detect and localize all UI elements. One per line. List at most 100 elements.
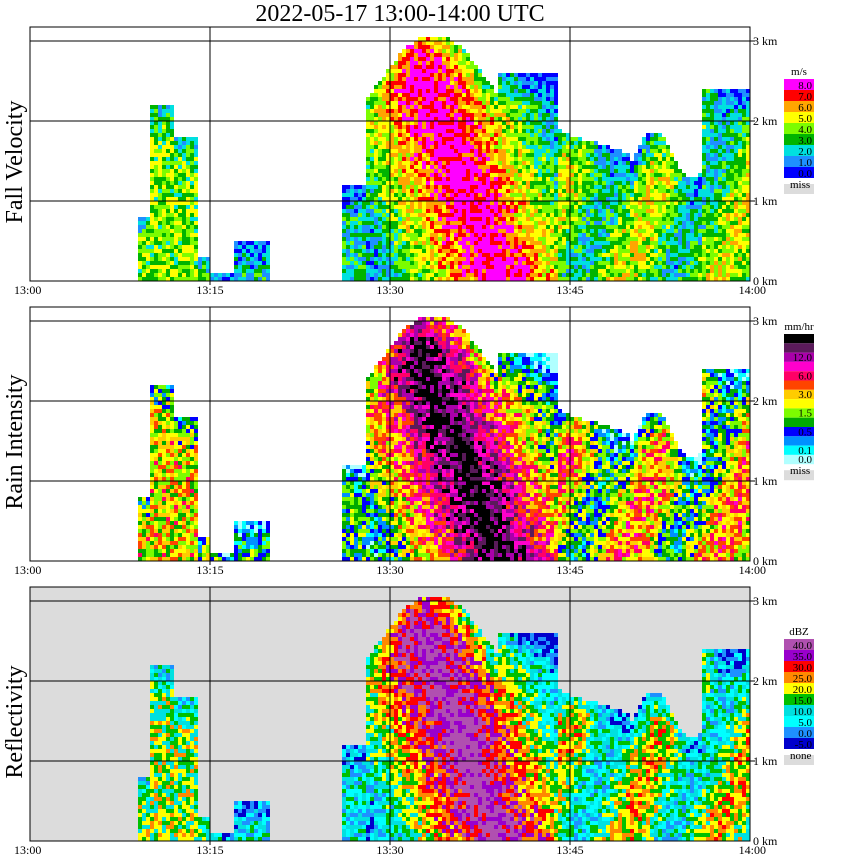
legend-label: 20.0 — [793, 684, 813, 696]
legend-swatch — [784, 371, 814, 381]
legend-swatch — [784, 727, 814, 738]
legend-label: 6.0 — [798, 102, 812, 114]
legend-swatch — [784, 639, 814, 650]
legend-swatch — [784, 716, 814, 727]
legend-label: 2.0 — [798, 146, 812, 158]
x-tick-label: 14:00 — [739, 843, 766, 857]
legend-swatch — [784, 427, 814, 437]
legend-label: 0.0 — [798, 728, 812, 740]
panel-3: 0 km 1 km 2 km 3 km 13:00 13:15 13:30 13:45 14:0… — [2, 586, 814, 857]
legend-missing-swatch — [784, 184, 814, 194]
legend-label: 15.0 — [793, 695, 813, 707]
legend-label: 1.0 — [798, 157, 812, 169]
legend-label: 40.0 — [793, 640, 813, 652]
legend-swatch — [784, 112, 814, 123]
legend-label: 6.0 — [798, 371, 812, 383]
y-tick-label: 2 km — [753, 394, 778, 408]
legend-swatch — [784, 79, 814, 90]
chart-title: 2022-05-17 13:00-14:00 UTC — [255, 1, 545, 27]
x-tick-label: 13:45 — [556, 843, 583, 857]
legend-swatch — [784, 101, 814, 112]
legend-missing-label: miss — [790, 179, 810, 191]
y-tick-label: 0 km — [753, 274, 778, 288]
legend-missing-label: none — [790, 750, 812, 762]
legend-swatch — [784, 436, 814, 446]
legend-label: 0.1 — [798, 445, 812, 457]
legend-swatch — [784, 661, 814, 672]
x-tick-label: 13:30 — [376, 283, 403, 297]
y-tick-label: 3 km — [753, 34, 778, 48]
x-tick-label: 13:15 — [196, 843, 223, 857]
y-tick-label: 2 km — [753, 114, 778, 128]
legend: dBZ 40.035.030.025.020.015.010.05.00.0-5.… — [784, 626, 814, 765]
x-tick-label: 14:00 — [739, 563, 766, 577]
legend-label: 4.0 — [798, 124, 812, 136]
legend-swatch — [784, 156, 814, 167]
legend-swatch — [784, 694, 814, 705]
legend-label: 48.0 — [793, 333, 813, 345]
legend-swatch — [784, 145, 814, 156]
legend-swatch — [784, 445, 814, 455]
legend-swatch — [784, 705, 814, 716]
y-tick-label: 0 km — [753, 554, 778, 568]
legend-label: 12.0 — [793, 352, 813, 364]
y-tick-label: 1 km — [753, 754, 778, 768]
y-tick-label: 1 km — [753, 474, 778, 488]
heatmap-cells — [138, 597, 750, 841]
legend-swatch — [784, 123, 814, 134]
legend-unit: dBZ — [789, 626, 809, 638]
legend-label: 5.0 — [798, 717, 812, 729]
legend-label: -5.0 — [795, 739, 813, 751]
y-tick-label: 1 km — [753, 194, 778, 208]
x-tick-label: 13:15 — [196, 563, 223, 577]
legend-label: 7.0 — [798, 91, 812, 103]
legend-swatch — [784, 738, 814, 749]
legend-unit: mm/hr — [784, 321, 814, 333]
panel-1: 0 km 1 km 2 km 3 km 13:00 13:15 13:30 13:45 14:0… — [2, 26, 814, 297]
legend-missing-swatch — [784, 755, 814, 765]
legend-unit: m/s — [791, 66, 807, 78]
legend-swatch — [784, 134, 814, 145]
heatmap-cells — [138, 317, 750, 561]
legend-label: 1.5 — [798, 408, 812, 420]
legend-swatch — [784, 672, 814, 683]
legend-swatch — [784, 650, 814, 661]
legend-swatch — [784, 167, 814, 178]
legend-label: 0.0 — [798, 454, 812, 466]
legend-swatch — [784, 683, 814, 694]
legend-swatch — [784, 399, 814, 409]
legend-swatch — [784, 361, 814, 372]
legend-label: 0.0 — [798, 168, 812, 180]
legend-missing-swatch — [784, 470, 814, 481]
legend-missing-label: miss — [790, 465, 810, 477]
y-tick-label: 3 km — [753, 314, 778, 328]
panel-2: 0 km 1 km 2 km 3 km 13:00 13:15 13:30 13:45 14:0… — [2, 306, 814, 577]
legend-label: 10.0 — [793, 706, 813, 718]
x-tick-label: 14:00 — [739, 283, 766, 297]
x-tick-label: 13:30 — [376, 843, 403, 857]
legend-label: 0.5 — [798, 426, 812, 438]
legend-label: 30.0 — [793, 662, 813, 674]
legend-swatch — [784, 408, 814, 418]
y-tick-label: 2 km — [753, 674, 778, 688]
y-tick-label: 3 km — [753, 594, 778, 608]
y-axis-label: Rain Intensity — [2, 374, 28, 509]
y-axis-label: Reflectivity — [2, 665, 28, 778]
legend-swatch — [784, 90, 814, 101]
x-tick-label: 13:45 — [556, 563, 583, 577]
legend-label: 35.0 — [793, 651, 813, 663]
legend-label: 8.0 — [798, 80, 812, 92]
legend-swatch — [784, 352, 814, 362]
x-tick-label: 13:00 — [14, 843, 41, 857]
heatmap-cells — [138, 37, 750, 281]
legend-label: 3.0 — [798, 389, 812, 401]
x-tick-label: 13:00 — [14, 563, 41, 577]
legend-label: 25.0 — [793, 673, 813, 685]
x-tick-label: 13:15 — [196, 283, 223, 297]
y-axis-label: Fall Velocity — [2, 101, 28, 224]
legend-swatch — [784, 343, 814, 353]
x-tick-label: 13:00 — [14, 283, 41, 297]
